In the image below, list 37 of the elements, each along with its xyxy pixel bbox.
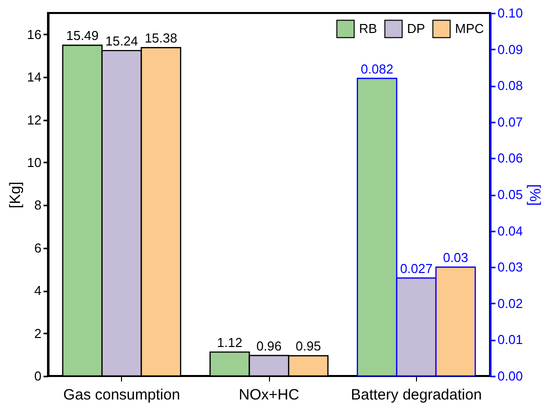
y2-tick-label: 0.00 <box>498 368 523 384</box>
data-label: 0.95 <box>296 338 321 354</box>
y2-tick-label: 0.04 <box>498 223 523 238</box>
y-tick-label: 0 <box>34 368 42 384</box>
y2-tick-label: 0.10 <box>498 6 523 20</box>
data-label: 0.082 <box>360 61 394 76</box>
data-label: 15.38 <box>144 30 178 46</box>
y-tick-label: 12 <box>27 112 42 128</box>
y-tick-label: 16 <box>27 26 42 42</box>
y-tick-label: 4 <box>34 283 42 298</box>
data-label: 0.03 <box>442 250 468 266</box>
y-tick-label: 6 <box>34 240 42 256</box>
data-label: 15.49 <box>66 28 99 44</box>
y-axis-title: [Kg] <box>7 182 24 208</box>
y2-tick-label: 0.09 <box>498 42 523 57</box>
legend-label: RB <box>359 20 378 36</box>
data-label: 1.12 <box>217 335 242 350</box>
x-tick-label: Battery degradation <box>350 386 482 403</box>
x-tick-label: Gas consumption <box>63 386 180 403</box>
data-label: 15.24 <box>105 34 138 49</box>
data-label: 0.027 <box>400 260 433 276</box>
y2-tick-label: 0.08 <box>498 78 523 94</box>
y2-axis-title: [%] <box>526 184 543 206</box>
y2-tick-label: 0.07 <box>498 114 523 130</box>
legend-label: MPC <box>455 20 484 36</box>
y2-tick-label: 0.02 <box>498 296 523 311</box>
legend-label: DP <box>407 20 426 36</box>
y2-tick-label: 0.05 <box>498 187 523 202</box>
y-tick-label: 2 <box>34 326 42 341</box>
y-tick-label: 8 <box>34 198 42 213</box>
y2-tick-label: 0.03 <box>498 260 523 275</box>
y2-tick-label: 0.06 <box>498 150 523 166</box>
y-tick-label: 14 <box>27 70 42 85</box>
data-label: 0.96 <box>256 338 282 354</box>
x-tick-label: NOx+HC <box>238 386 300 403</box>
y-tick-label: 10 <box>27 154 42 170</box>
y2-tick-label: 0.01 <box>498 332 523 348</box>
